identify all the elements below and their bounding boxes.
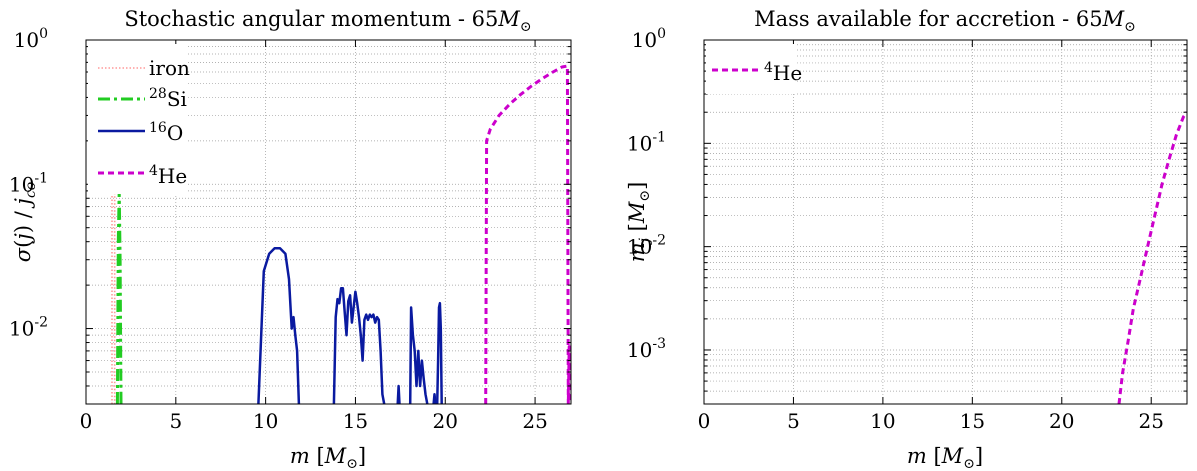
left-plot-frame — [85, 39, 572, 405]
series-line-4he — [1117, 111, 1187, 404]
x-tick-label: 25 — [1138, 409, 1163, 433]
right-title: Mass available for accretion - 65M⊙ — [754, 7, 1136, 35]
left-y-axis-label: σ(j) / jco — [11, 182, 39, 262]
left-x-axis-label: m [M⊙] — [290, 444, 366, 471]
legend-o-label: 16O — [149, 120, 183, 145]
left-title: Stochastic angular momentum - 65M⊙ — [124, 7, 531, 35]
x-tick-label: 5 — [787, 409, 800, 433]
x-tick-label: 20 — [1049, 409, 1074, 433]
x-tick-label: 25 — [522, 409, 547, 433]
right-legend-box — [706, 44, 796, 94]
series-line-iron — [111, 162, 116, 404]
legend-si-label: 28Si — [149, 86, 187, 111]
legend-he-label: 4He — [149, 163, 187, 188]
y-tick-label: 100 — [632, 26, 666, 52]
x-tick-label: 10 — [870, 409, 895, 433]
right-series-layer — [1117, 111, 1187, 404]
x-tick-label: 5 — [169, 409, 182, 433]
y-tick-label: 10-2 — [627, 233, 666, 259]
series-line-16o — [257, 247, 301, 404]
right-legend: 4He — [706, 44, 802, 94]
right-grid — [703, 39, 1187, 405]
series-line-16o — [396, 384, 401, 404]
left-ticks: 0 5 10 15 20 25 10-2 10-1 100 — [9, 26, 571, 433]
x-tick-label: 15 — [343, 409, 368, 433]
right-y-axis-label: mj [M⊙] — [625, 182, 653, 263]
right-panel: 0 5 10 15 20 25 10-3 10-2 10-1 100 Mass available… — [625, 7, 1188, 471]
right-ticks: 0 5 10 15 20 25 10-3 10-2 10-1 100 — [627, 26, 1187, 433]
y-tick-label: 10-1 — [9, 170, 48, 196]
x-tick-label: 15 — [960, 409, 985, 433]
series-line-16o — [332, 287, 386, 404]
x-tick-label: 0 — [698, 409, 711, 433]
y-tick-label: 10-2 — [9, 315, 48, 341]
legend-iron-label: iron — [149, 56, 190, 80]
y-tick-label: 10-1 — [627, 129, 666, 155]
right-x-axis-label: m [M⊙] — [907, 444, 983, 471]
left-panel: 0 5 10 15 20 25 10-2 10-1 100 Stochastic angular… — [9, 7, 572, 471]
left-legend: iron 28Si 16O 4He — [88, 44, 190, 194]
series-line-16o — [408, 306, 429, 404]
y-tick-label: 100 — [14, 26, 48, 52]
x-tick-label: 0 — [80, 409, 93, 433]
left-legend-box — [88, 44, 188, 194]
y-tick-label: 10-3 — [627, 336, 666, 362]
x-tick-label: 10 — [253, 409, 278, 433]
series-line-16o — [432, 393, 437, 404]
right-legend-he-label: 4He — [764, 60, 802, 85]
series-line-16o — [435, 301, 443, 404]
series-line-4he — [484, 64, 571, 404]
right-plot-frame — [703, 39, 1188, 405]
x-tick-label: 20 — [433, 409, 458, 433]
